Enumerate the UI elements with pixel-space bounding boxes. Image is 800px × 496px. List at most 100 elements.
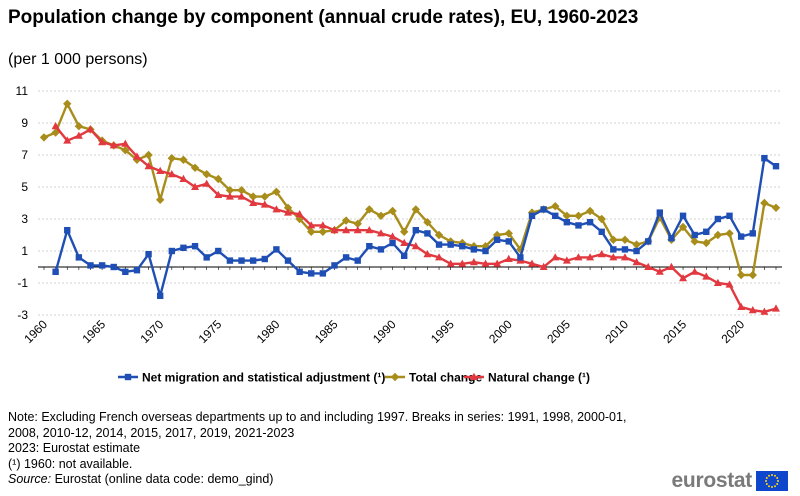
data-point	[504, 229, 513, 238]
note-line-2: 2008, 2010-12, 2014, 2015, 2017, 2019, 2…	[8, 425, 295, 440]
data-point	[562, 211, 572, 220]
data-point	[376, 211, 386, 220]
data-point	[749, 230, 756, 237]
x-tick-label: 1995	[428, 317, 457, 346]
data-point	[435, 253, 444, 261]
x-axis: 1960 1965 1970 1975 1980 1985 1990 1995 2000 2005…	[21, 267, 777, 346]
data-point	[574, 211, 583, 220]
data-point	[167, 170, 176, 178]
data-point	[737, 302, 746, 310]
data-point	[469, 258, 478, 266]
data-point	[597, 214, 606, 224]
data-point	[331, 262, 338, 269]
data-point	[179, 155, 188, 164]
data-point	[365, 226, 374, 234]
data-point	[597, 250, 606, 258]
y-tick-label: -3	[17, 308, 28, 322]
data-point	[51, 122, 60, 130]
data-point	[690, 267, 699, 275]
x-tick-label: 2020	[718, 317, 747, 346]
data-point	[214, 174, 223, 184]
legend-marker	[124, 373, 132, 381]
data-point	[678, 222, 688, 232]
data-point	[261, 255, 268, 263]
data-point	[215, 247, 222, 255]
data-point	[283, 203, 293, 212]
data-point	[87, 262, 94, 269]
data-point	[284, 257, 292, 264]
gridlines	[38, 90, 782, 316]
legend-label: Net migration and statistical adjustment…	[142, 371, 385, 385]
data-point	[237, 192, 246, 200]
data-point	[191, 182, 200, 190]
data-point	[736, 270, 746, 280]
data-point	[411, 205, 421, 214]
data-point	[63, 136, 72, 144]
data-point	[517, 254, 524, 261]
source-text: Eurostat (online data code: demo_gind)	[51, 472, 274, 487]
x-tick-label: 1980	[254, 317, 283, 346]
data-point	[388, 206, 397, 216]
x-tick-label: 1970	[138, 317, 167, 346]
data-point	[98, 138, 107, 146]
data-point	[272, 187, 281, 196]
data-point	[389, 239, 396, 247]
data-point	[667, 262, 676, 270]
data-point	[225, 192, 234, 200]
data-point	[655, 213, 665, 222]
y-tick-label: 5	[21, 180, 28, 194]
data-point	[121, 146, 130, 155]
legend-label: Natural change (¹)	[488, 371, 590, 385]
data-point	[238, 257, 245, 264]
data-point	[482, 247, 489, 255]
data-point	[620, 235, 630, 244]
data-point	[435, 241, 443, 248]
data-point	[156, 292, 164, 299]
data-point	[644, 262, 653, 270]
data-point	[260, 192, 269, 201]
data-point	[156, 166, 165, 174]
data-point	[714, 215, 722, 223]
data-point	[552, 212, 559, 219]
data-point	[109, 141, 118, 149]
data-point	[668, 235, 675, 242]
data-point	[74, 131, 83, 139]
data-point	[656, 209, 664, 216]
source-label: Source:	[8, 472, 52, 487]
data-point	[481, 259, 490, 267]
data-point	[446, 259, 455, 267]
data-point	[586, 219, 594, 226]
series-line	[43, 102, 777, 277]
data-point	[98, 262, 106, 269]
data-point	[307, 221, 316, 229]
data-point	[459, 243, 466, 250]
data-point	[748, 270, 757, 280]
data-point	[621, 246, 629, 253]
data-point	[86, 125, 95, 133]
data-point	[748, 306, 757, 314]
legend: Net migration and statistical adjustment…	[118, 371, 590, 385]
data-point	[377, 246, 385, 253]
data-point	[772, 163, 780, 170]
data-point	[412, 227, 420, 234]
data-point	[341, 216, 351, 225]
data-point	[458, 259, 467, 267]
data-point	[144, 162, 153, 170]
y-tick-label: 9	[21, 116, 28, 130]
data-point	[110, 263, 117, 271]
y-tick-label: 7	[21, 148, 28, 162]
data-point	[155, 195, 165, 204]
data-point	[505, 238, 512, 245]
data-point	[248, 192, 258, 201]
data-point	[585, 206, 595, 216]
data-point	[144, 150, 153, 160]
data-point	[690, 237, 699, 246]
x-tick-label: 1990	[370, 317, 399, 346]
data-point	[133, 267, 141, 274]
data-point	[353, 219, 362, 228]
x-tick-label: 1965	[79, 317, 108, 346]
data-point	[574, 253, 583, 261]
data-point	[273, 246, 280, 253]
data-point	[528, 212, 536, 219]
